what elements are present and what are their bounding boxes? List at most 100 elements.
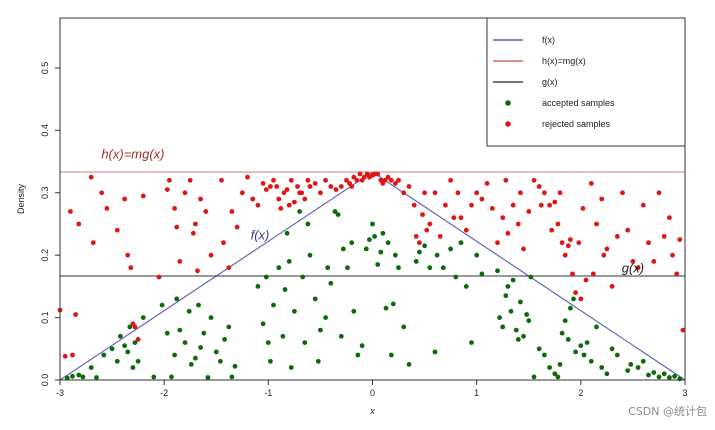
- accepted-sample-point: [292, 308, 297, 314]
- rejected-sample-point: [578, 296, 584, 302]
- accepted-sample-point: [288, 365, 294, 370]
- rejected-sample-point: [604, 246, 610, 252]
- accepted-sample-point: [76, 372, 82, 378]
- annotation-f-x-: f(x): [251, 228, 270, 243]
- rejected-sample-point: [670, 252, 675, 258]
- accepted-sample-point: [503, 293, 509, 299]
- rejected-sample-point: [198, 196, 204, 202]
- rejected-sample-point: [594, 221, 599, 227]
- rejected-sample-point: [76, 221, 82, 227]
- rejected-sample-point: [73, 312, 78, 317]
- rejected-sample-point: [555, 221, 561, 227]
- rejected-sample-point: [239, 190, 245, 196]
- rejected-sample-point: [260, 181, 266, 186]
- accepted-sample-point: [640, 358, 646, 364]
- rejected-sample-point: [323, 177, 328, 183]
- accepted-sample-point: [581, 352, 587, 358]
- accepted-sample-point: [94, 375, 99, 380]
- accepted-sample-point: [406, 362, 412, 367]
- rejected-sample-point: [463, 227, 469, 233]
- rejected-sample-point: [193, 221, 198, 227]
- rejected-sample-point: [614, 234, 620, 239]
- accepted-sample-point: [547, 365, 552, 370]
- rejected-sample-point: [361, 174, 367, 180]
- y-tick-label: 0.0: [40, 374, 50, 387]
- rejected-sample-point: [656, 190, 662, 196]
- accepted-sample-point: [132, 340, 138, 345]
- accepted-sample-point: [531, 374, 537, 380]
- accepted-sample-point: [555, 374, 561, 380]
- accepted-sample-point: [568, 305, 573, 311]
- rejected-sample-point: [570, 271, 575, 277]
- rejected-sample-point: [68, 209, 73, 214]
- accepted-sample-point: [565, 337, 571, 342]
- accepted-sample-point: [80, 374, 86, 380]
- rejected-sample-point: [448, 177, 453, 183]
- rejected-sample-point: [375, 171, 381, 177]
- rejected-sample-point: [484, 181, 490, 186]
- accepted-sample-point: [213, 349, 219, 355]
- accepted-sample-point: [422, 243, 427, 249]
- rejected-sample-point: [156, 274, 162, 280]
- accepted-sample-point: [559, 330, 565, 336]
- accepted-sample-point: [518, 299, 523, 305]
- rejected-sample-point: [401, 190, 407, 196]
- accepted-sample-point: [174, 296, 180, 302]
- accepted-sample-point: [284, 230, 290, 236]
- accepted-sample-point: [205, 375, 211, 380]
- accepted-sample-point: [584, 340, 590, 345]
- rejected-sample-point: [125, 252, 131, 258]
- accepted-sample-point: [609, 346, 615, 352]
- accepted-sample-point: [125, 349, 131, 355]
- accepted-sample-point: [271, 302, 276, 308]
- accepted-sample-point: [196, 302, 201, 308]
- rejected-sample-point: [62, 353, 68, 359]
- accepted-sample-point: [528, 274, 534, 280]
- rejected-sample-point: [328, 184, 334, 189]
- accepted-sample-point: [164, 330, 170, 336]
- accepted-sample-point: [383, 305, 389, 311]
- x-tick-label: 1: [474, 388, 479, 398]
- accepted-sample-point: [315, 358, 321, 364]
- accepted-sample-point: [515, 337, 521, 342]
- y-tick-label: 0.4: [40, 124, 50, 137]
- accepted-sample-point: [302, 340, 308, 345]
- accepted-sample-point: [208, 315, 214, 320]
- rejected-sample-point: [518, 190, 523, 196]
- accepted-sample-point: [222, 337, 228, 342]
- accepted-sample-point: [263, 274, 269, 280]
- accepted-sample-point: [479, 271, 485, 277]
- accepted-sample-point: [367, 237, 372, 243]
- rejected-sample-point: [234, 224, 240, 230]
- accepted-sample-point: [536, 346, 542, 352]
- x-tick-label: 3: [682, 388, 687, 398]
- accepted-sample-point: [338, 333, 344, 339]
- rejected-sample-point: [292, 199, 297, 205]
- accepted-sample-point: [340, 246, 346, 252]
- rejected-sample-point: [661, 234, 667, 239]
- rejected-sample-point: [177, 259, 183, 264]
- rejected-sample-point: [307, 184, 313, 189]
- axes: -3 -2 -1 0 1 2 3 0.0 0.1 0.2 0.3 0.4 0.5 x Density: [16, 62, 688, 416]
- legend-label: rejected samples: [542, 119, 611, 129]
- accepted-sample-point: [268, 358, 273, 364]
- accepted-sample-point: [448, 246, 453, 252]
- accepted-sample-point: [604, 371, 610, 377]
- annotation-g-x-: g(x): [622, 261, 644, 276]
- accepted-sample-point: [307, 252, 313, 258]
- accepted-sample-point: [118, 333, 123, 339]
- accepted-sample-point: [135, 358, 141, 364]
- legend: f(x) h(x)=mg(x) g(x) accepted samples reject…: [486, 17, 686, 147]
- accepted-sample-point: [140, 315, 146, 320]
- accepted-sample-point: [218, 358, 223, 364]
- rejected-sample-point: [268, 184, 273, 189]
- rejected-sample-point: [190, 230, 196, 236]
- accepted-sample-point: [151, 374, 157, 380]
- accepted-sample-point: [656, 374, 662, 380]
- x-tick-label: -2: [160, 388, 168, 398]
- accepted-sample-point: [351, 308, 357, 314]
- x-axis-label: x: [369, 406, 375, 416]
- accepted-sample-point: [510, 277, 516, 283]
- accepted-sample-point: [427, 265, 433, 271]
